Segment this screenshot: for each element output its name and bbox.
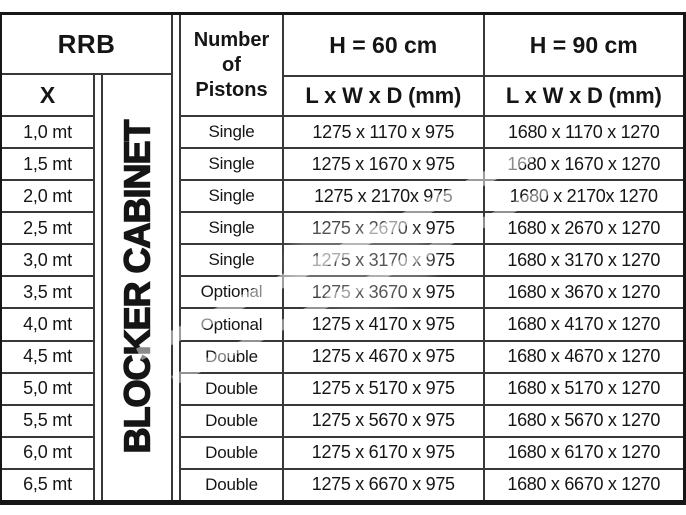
x-value: 2,0 mt	[2, 179, 95, 212]
dims-h60-value: 1275 x 5170 x 975	[282, 371, 483, 404]
dims-h90-value: 1680 x 4170 x 1270	[482, 307, 683, 340]
pistons-value: Single	[179, 147, 282, 180]
pistons-value: Optional	[179, 307, 282, 340]
dims-h60-value: 1275 x 6170 x 975	[282, 435, 483, 468]
x-value: 4,0 mt	[2, 307, 95, 340]
pistons-value: Double	[179, 403, 282, 436]
x-value: 3,5 mt	[2, 275, 95, 308]
pistons-value: Double	[179, 435, 282, 468]
dims-h60-value: 1275 x 3170 x 975	[282, 243, 483, 276]
dims-h60-value: 1275 x 1170 x 975	[282, 115, 483, 148]
dims-h60-value: 1275 x 3670 x 975	[282, 275, 483, 308]
dims-h90-value: 1680 x 6670 x 1270	[482, 467, 683, 500]
dims-h60-value: 1275 x 1670 x 975	[282, 147, 483, 180]
dims-h90-value: 1680 x 4670 x 1270	[482, 339, 683, 372]
dims-h60-value: 1275 x 2170x 975	[282, 179, 483, 212]
pistons-value: Single	[179, 179, 282, 212]
pistons-value: Double	[179, 371, 282, 404]
dims-h60-value: 1275 x 5670 x 975	[282, 403, 483, 436]
dims-h90-value: 1680 x 3670 x 1270	[482, 275, 683, 308]
blocker-cabinet-spec-table: RRB X BLOCKER CABINET Number of Pistons …	[0, 12, 686, 505]
x-value: 6,0 mt	[2, 435, 95, 468]
pistons-value: Double	[179, 339, 282, 372]
dims-h90-value: 1680 x 2670 x 1270	[482, 211, 683, 244]
col-header-x: X	[2, 75, 95, 115]
x-value: 6,5 mt	[2, 467, 95, 500]
dims-h90-value: 1680 x 2170x 1270	[482, 179, 683, 212]
column-gutter-left	[95, 75, 101, 500]
dims-h90-value: 1680 x 6170 x 1270	[482, 435, 683, 468]
x-value: 4,5 mt	[2, 339, 95, 372]
dims-h90-value: 1680 x 5670 x 1270	[482, 403, 683, 436]
x-value: 5,0 mt	[2, 371, 95, 404]
col-subheader-dims-h90: L x W x D (mm)	[482, 75, 683, 115]
col-subheader-dims-h60: L x W x D (mm)	[282, 75, 483, 115]
dims-h60-value: 1275 x 4670 x 975	[282, 339, 483, 372]
dims-h90-value: 1680 x 5170 x 1270	[482, 371, 683, 404]
pistons-value: Single	[179, 115, 282, 148]
x-value: 1,5 mt	[2, 147, 95, 180]
col-header-h90: H = 90 cm	[482, 15, 684, 75]
col-header-h60: H = 60 cm	[282, 15, 483, 75]
pistons-value: Single	[179, 243, 282, 276]
col-header-rrb: RRB	[2, 15, 173, 75]
dims-h60-value: 1275 x 4170 x 975	[282, 307, 483, 340]
blocker-cabinet-vertical-label: BLOCKER CABINET	[115, 120, 157, 454]
dims-h90-value: 1680 x 1670 x 1270	[482, 147, 683, 180]
pistons-value: Optional	[179, 275, 282, 308]
x-value: 1,0 mt	[2, 115, 95, 148]
dims-h90-value: 1680 x 1170 x 1270	[482, 115, 683, 148]
x-value: 3,0 mt	[2, 243, 95, 276]
blocker-cabinet-cell: BLOCKER CABINET	[101, 75, 173, 500]
pistons-value: Single	[179, 211, 282, 244]
dims-h90-value: 1680 x 3170 x 1270	[482, 243, 683, 276]
dims-h60-value: 1275 x 6670 x 975	[282, 467, 483, 500]
col-header-pistons: Number of Pistons	[179, 15, 282, 115]
x-value: 5,5 mt	[2, 403, 95, 436]
dims-h60-value: 1275 x 2670 x 975	[282, 211, 483, 244]
x-value: 2,5 mt	[2, 211, 95, 244]
pistons-value: Double	[179, 467, 282, 500]
